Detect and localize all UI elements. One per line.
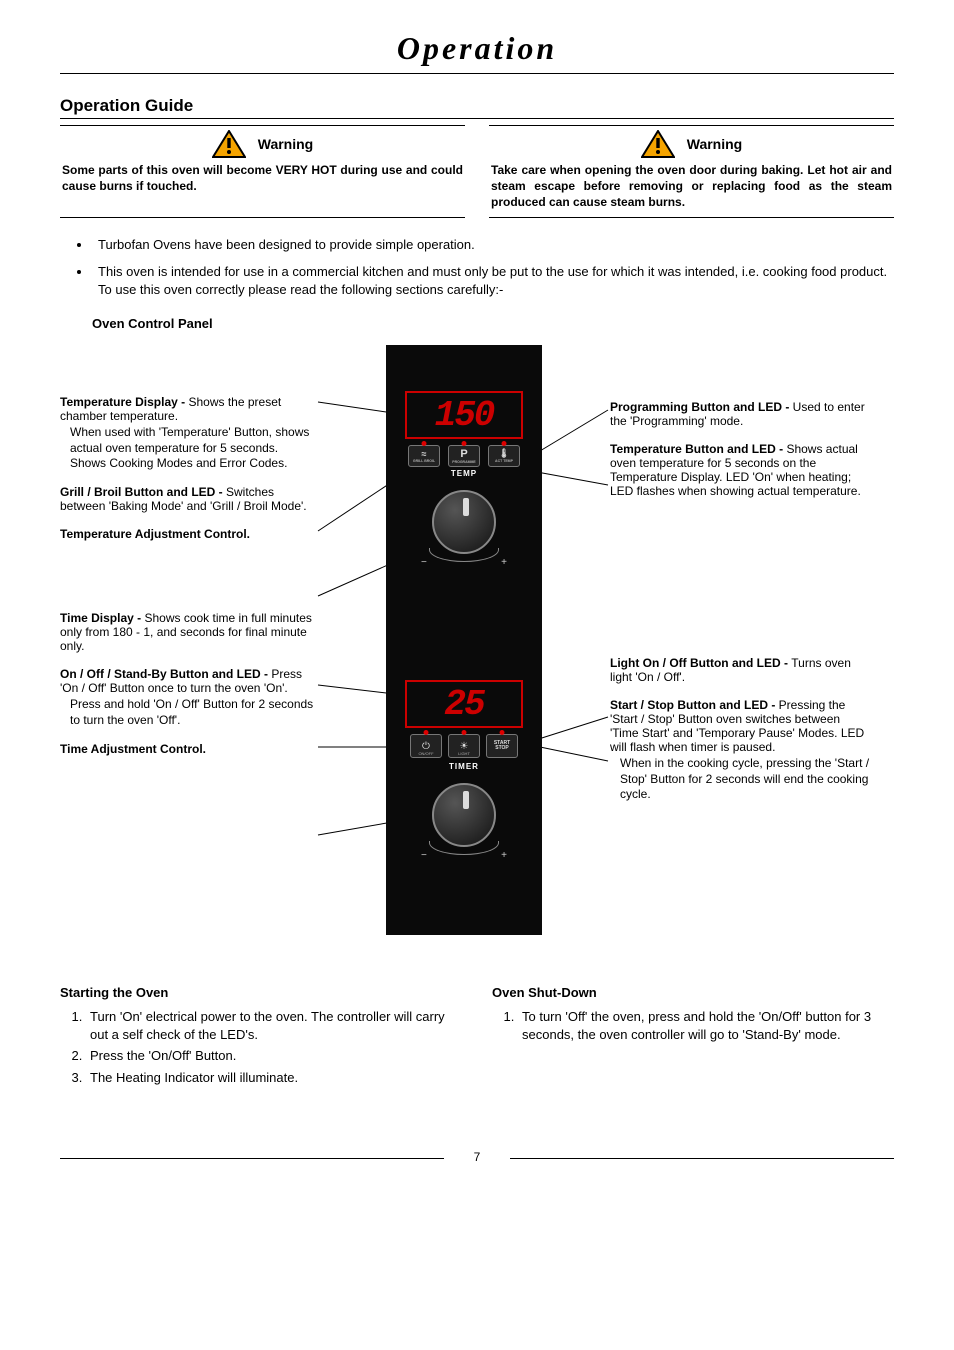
shutdown-steps: To turn 'Off' the oven, press and hold t…: [512, 1008, 894, 1043]
on-off-button[interactable]: ⏻ON/OFF: [410, 734, 442, 758]
warning-triangle-icon: [212, 130, 246, 158]
shutdown-title: Oven Shut-Down: [492, 985, 894, 1000]
step-item: Turn 'On' electrical power to the oven. …: [86, 1008, 462, 1043]
step-item: To turn 'Off' the oven, press and hold t…: [518, 1008, 894, 1043]
programme-button[interactable]: PPROGRAMME: [448, 445, 480, 467]
callouts-right: Programming Button and LED - Used to ent…: [610, 345, 870, 816]
page-footer: 7: [60, 1150, 894, 1164]
bottom-columns: Starting the Oven Turn 'On' electrical p…: [60, 985, 894, 1090]
step-item: Press the 'On/Off' Button.: [86, 1047, 462, 1065]
warning-triangle-icon: [641, 130, 675, 158]
warning-label: Warning: [687, 136, 742, 152]
callout-grill-broil: Grill / Broil Button and LED - Switches …: [60, 485, 320, 513]
timer-label: TIMER: [394, 762, 534, 771]
temperature-knob[interactable]: − +: [419, 482, 509, 572]
warning-text-1: Some parts of this oven will become VERY…: [62, 162, 463, 194]
callout-time-display: Time Display - Shows cook time in full m…: [60, 611, 320, 653]
callout-programming: Programming Button and LED - Used to ent…: [610, 400, 870, 428]
section-title: Operation Guide: [60, 96, 894, 119]
time-display-value: 25: [444, 684, 483, 725]
starting-oven-steps: Turn 'On' electrical power to the oven. …: [80, 1008, 462, 1086]
warnings-row: Warning Some parts of this oven will bec…: [60, 125, 894, 218]
bullet-item: This oven is intended for use in a comme…: [92, 263, 894, 298]
oven-control-panel: 150 ≈GRILL BROIL PPROGRAMME 🌡ACT TEMP TE…: [386, 345, 542, 935]
callout-temp-adjust: Temperature Adjustment Control.: [60, 527, 320, 541]
warning-text-2: Take care when opening the oven door dur…: [491, 162, 892, 211]
step-item: The Heating Indicator will illuminate.: [86, 1069, 462, 1087]
warning-box-1: Warning Some parts of this oven will bec…: [60, 125, 465, 218]
timer-knob[interactable]: − +: [419, 775, 509, 865]
act-temp-button[interactable]: 🌡ACT TEMP: [488, 445, 520, 467]
callout-light: Light On / Off Button and LED - Turns ov…: [610, 656, 870, 684]
starting-oven-col: Starting the Oven Turn 'On' electrical p…: [60, 985, 462, 1090]
light-button[interactable]: ☀LIGHT: [448, 734, 480, 758]
control-panel-diagram: 150 ≈GRILL BROIL PPROGRAMME 🌡ACT TEMP TE…: [60, 345, 894, 945]
callout-time-adjust: Time Adjustment Control.: [60, 742, 320, 756]
page-number: 7: [464, 1150, 491, 1164]
warning-box-2: Warning Take care when opening the oven …: [489, 125, 894, 218]
callout-on-off: On / Off / Stand-By Button and LED - Pre…: [60, 667, 320, 728]
sub-heading: Oven Control Panel: [92, 316, 894, 331]
warning-label: Warning: [258, 136, 313, 152]
shutdown-col: Oven Shut-Down To turn 'Off' the oven, p…: [492, 985, 894, 1090]
temp-label: TEMP: [394, 469, 534, 478]
starting-oven-title: Starting the Oven: [60, 985, 462, 1000]
bullet-item: Turbofan Ovens have been designed to pro…: [92, 236, 894, 254]
lower-button-row: ⏻ON/OFF ☀LIGHT STARTSTOP: [394, 734, 534, 758]
grill-broil-button[interactable]: ≈GRILL BROIL: [408, 445, 440, 467]
callout-start-stop: Start / Stop Button and LED - Pressing t…: [610, 698, 870, 802]
temperature-display: 150: [405, 391, 523, 439]
upper-button-row: ≈GRILL BROIL PPROGRAMME 🌡ACT TEMP: [394, 445, 534, 467]
time-display: 25: [405, 680, 523, 728]
start-stop-button[interactable]: STARTSTOP: [486, 734, 518, 758]
callout-temperature-button: Temperature Button and LED - Shows actua…: [610, 442, 870, 498]
main-bullets: Turbofan Ovens have been designed to pro…: [92, 236, 894, 299]
callouts-left: Temperature Display - Shows the preset c…: [60, 345, 320, 770]
temperature-display-value: 150: [435, 395, 494, 436]
page-title: Operation: [60, 30, 894, 74]
callout-temp-display: Temperature Display - Shows the preset c…: [60, 395, 320, 471]
